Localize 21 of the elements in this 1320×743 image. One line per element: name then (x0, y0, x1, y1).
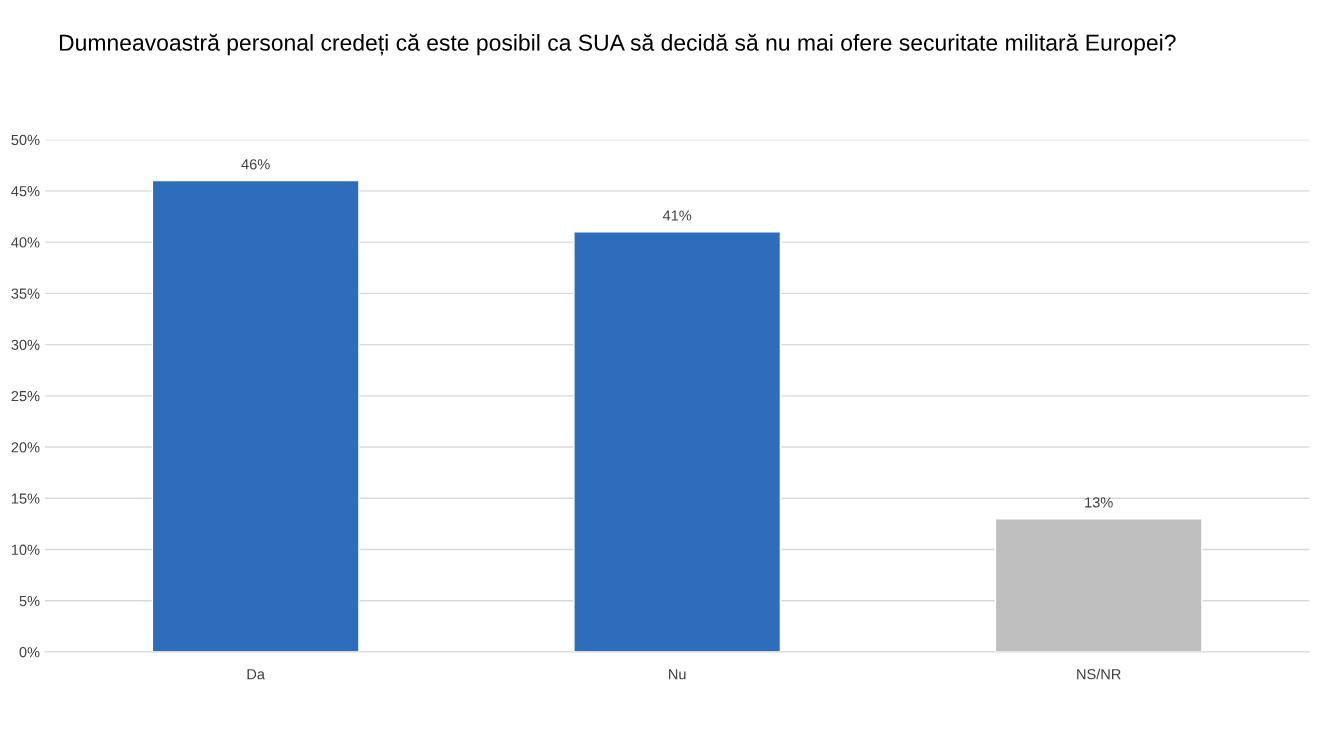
y-tick-label: 15% (11, 493, 40, 504)
x-tick-label: Da (247, 669, 265, 680)
y-tick-label: 40% (11, 237, 40, 248)
y-tick-label: 45% (11, 186, 40, 197)
data-label: 46% (241, 159, 270, 170)
data-label: 41% (662, 210, 692, 221)
x-tick-label: NS/NR (1077, 668, 1121, 680)
y-tick-label: 50% (11, 134, 40, 146)
y-tick-label: 10% (11, 544, 40, 555)
y-tick-label: 35% (11, 288, 40, 299)
y-tick-label: 0% (19, 647, 40, 658)
y-tick-label: 20% (11, 442, 40, 453)
y-tick-label: 30% (11, 339, 40, 351)
bar (151, 179, 360, 652)
data-label: 13% (1085, 497, 1113, 508)
y-tick-label: 5% (19, 595, 40, 607)
chart-title: Dumneavoastră personal credeți că este posibil ca SUA să decidă să nu mai ofere securitate militară Europei? (59, 33, 1176, 56)
bar (994, 518, 1203, 652)
bar (573, 231, 782, 652)
y-tick-label: 25% (11, 390, 40, 402)
x-tick-label: Nu (669, 669, 686, 680)
